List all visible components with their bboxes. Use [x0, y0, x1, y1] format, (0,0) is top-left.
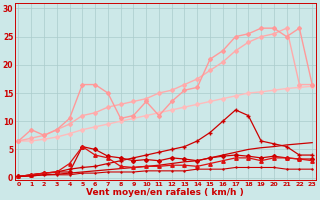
- X-axis label: Vent moyen/en rafales ( km/h ): Vent moyen/en rafales ( km/h ): [86, 188, 244, 197]
